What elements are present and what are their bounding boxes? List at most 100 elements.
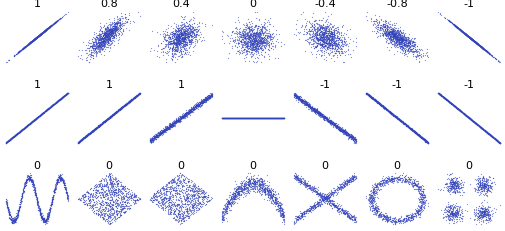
Point bbox=[246, 27, 255, 31]
Point bbox=[166, 125, 174, 129]
Point bbox=[44, 212, 53, 216]
Point bbox=[84, 133, 92, 136]
Point bbox=[398, 43, 407, 47]
Point bbox=[342, 213, 350, 216]
Point bbox=[242, 48, 250, 52]
Point bbox=[279, 212, 287, 216]
Point bbox=[454, 108, 463, 112]
Point bbox=[336, 30, 344, 34]
Point bbox=[44, 212, 53, 216]
Point bbox=[310, 107, 318, 110]
Point bbox=[335, 47, 343, 50]
Point bbox=[14, 51, 22, 55]
Point bbox=[336, 126, 344, 130]
Point bbox=[456, 109, 464, 113]
Point bbox=[417, 136, 425, 139]
Point bbox=[348, 174, 356, 178]
Point bbox=[244, 27, 252, 31]
Point bbox=[349, 173, 357, 177]
Point bbox=[21, 45, 29, 49]
Point bbox=[471, 207, 479, 211]
Point bbox=[111, 110, 119, 114]
Point bbox=[248, 24, 256, 28]
Point bbox=[247, 50, 255, 54]
Point bbox=[16, 49, 24, 53]
Point bbox=[37, 32, 45, 36]
Point bbox=[54, 179, 62, 182]
Point bbox=[97, 122, 105, 126]
Point bbox=[327, 35, 335, 38]
Point bbox=[249, 45, 257, 49]
Point bbox=[291, 177, 299, 181]
Point bbox=[326, 46, 334, 50]
Point bbox=[260, 41, 268, 45]
Point bbox=[476, 126, 484, 130]
Point bbox=[242, 31, 250, 34]
Point bbox=[85, 198, 93, 202]
Point bbox=[31, 117, 39, 121]
Point bbox=[415, 197, 423, 201]
Point bbox=[172, 22, 180, 25]
Point bbox=[460, 32, 468, 36]
Point bbox=[319, 196, 327, 200]
Point bbox=[25, 175, 33, 179]
Point bbox=[445, 172, 453, 176]
Point bbox=[478, 214, 486, 218]
Point bbox=[368, 206, 376, 210]
Point bbox=[471, 121, 479, 125]
Point bbox=[262, 116, 270, 120]
Point bbox=[111, 27, 119, 31]
Point bbox=[161, 205, 169, 209]
Point bbox=[165, 126, 173, 130]
Point bbox=[448, 103, 456, 107]
Point bbox=[252, 55, 261, 59]
Point bbox=[463, 115, 471, 118]
Point bbox=[248, 184, 256, 188]
Point bbox=[299, 212, 307, 216]
Point bbox=[329, 122, 337, 126]
Point bbox=[130, 199, 138, 202]
Point bbox=[394, 38, 402, 42]
Point bbox=[397, 37, 405, 41]
Point bbox=[444, 211, 452, 215]
Point bbox=[289, 93, 297, 97]
Point bbox=[474, 43, 482, 47]
Point bbox=[48, 197, 57, 201]
Point bbox=[42, 108, 50, 112]
Point bbox=[470, 120, 478, 124]
Point bbox=[169, 210, 177, 214]
Point bbox=[169, 40, 177, 44]
Point bbox=[164, 123, 172, 126]
Point bbox=[47, 24, 55, 27]
Point bbox=[320, 43, 328, 46]
Point bbox=[455, 108, 463, 112]
Point bbox=[485, 189, 493, 193]
Point bbox=[196, 103, 205, 106]
Point bbox=[225, 116, 233, 120]
Point bbox=[322, 36, 330, 40]
Point bbox=[130, 201, 138, 205]
Point bbox=[479, 186, 487, 189]
Point bbox=[132, 194, 140, 197]
Point bbox=[177, 31, 185, 35]
Point bbox=[476, 125, 484, 129]
Point bbox=[269, 192, 277, 196]
Point bbox=[124, 101, 132, 104]
Point bbox=[327, 37, 335, 41]
Point bbox=[386, 111, 394, 115]
Point bbox=[271, 116, 279, 120]
Point bbox=[124, 100, 132, 104]
Point bbox=[30, 37, 38, 41]
Point bbox=[204, 194, 212, 197]
Point bbox=[465, 36, 473, 40]
Point bbox=[491, 138, 499, 142]
Point bbox=[162, 197, 170, 201]
Point bbox=[349, 135, 357, 139]
Point bbox=[175, 216, 183, 219]
Point bbox=[35, 114, 43, 117]
Point bbox=[446, 102, 454, 105]
Point bbox=[235, 116, 243, 120]
Point bbox=[406, 127, 414, 131]
Point bbox=[365, 94, 373, 97]
Point bbox=[92, 211, 100, 215]
